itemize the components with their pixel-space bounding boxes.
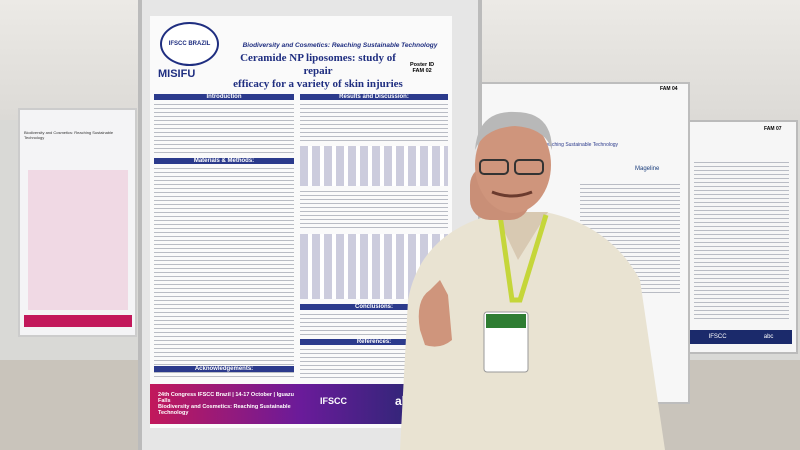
far-right-footer: IFSCC abc bbox=[690, 330, 792, 344]
title-line: efficacy for a variety of skin injuries bbox=[233, 78, 403, 90]
sponsor-logo: MISIFU bbox=[158, 68, 196, 80]
poster-id-box: Poster ID FAM 02 bbox=[410, 62, 434, 74]
badge-stripe bbox=[486, 314, 526, 328]
text-block bbox=[154, 104, 294, 154]
mouth bbox=[491, 190, 533, 198]
thumbs-up bbox=[418, 280, 452, 347]
shirt bbox=[400, 212, 665, 450]
right-logo: Mageline bbox=[635, 166, 660, 172]
section-title: Results and Discussion: bbox=[300, 94, 448, 100]
left-poster: Biodiversity and Cosmetics: Reaching Sus… bbox=[18, 108, 137, 337]
footer-logo: IFSCC bbox=[320, 396, 347, 406]
left-header: Biodiversity and Cosmetics: Reaching Sus… bbox=[24, 130, 114, 140]
footer-event: 24th Congress IFSCC Brazil | 14-17 Octob… bbox=[158, 392, 295, 404]
event-logo: IFSCC BRAZIL bbox=[160, 22, 219, 66]
title: Ceramide NP liposomes: study of repair e… bbox=[228, 52, 408, 91]
section-title: Acknowledgements: bbox=[154, 366, 294, 372]
section-title: References: bbox=[300, 339, 448, 345]
right-header: Biodiversity and Cosmetics: Reaching Sus… bbox=[480, 142, 619, 148]
poster-id: FAM 04 bbox=[660, 86, 678, 92]
main-poster: IFSCC BRAZIL MISIFU Biodiversity and Cos… bbox=[150, 16, 452, 428]
left-content bbox=[28, 170, 128, 310]
text-block bbox=[300, 104, 448, 144]
footer-theme: Biodiversity and Cosmetics: Reaching Sus… bbox=[158, 404, 291, 416]
poster-id: FAM 02 bbox=[412, 68, 432, 74]
logo: IFSCC bbox=[708, 334, 727, 340]
glasses bbox=[514, 159, 544, 175]
poster-id-label: Poster ID bbox=[410, 62, 435, 68]
left-footer bbox=[24, 315, 132, 327]
far-right-poster: FAM 07 IFSCC abc bbox=[684, 120, 798, 354]
poster-id: FAM 07 bbox=[764, 126, 782, 132]
text-block bbox=[694, 162, 789, 322]
glasses bbox=[479, 159, 509, 175]
section-title: Introduction bbox=[154, 94, 294, 100]
text-block bbox=[300, 191, 448, 231]
lanyard bbox=[497, 214, 549, 303]
header: Biodiversity and Cosmetics: Reaching Sus… bbox=[242, 42, 438, 49]
face bbox=[475, 117, 551, 213]
hair bbox=[475, 111, 552, 150]
section-title: Conclusions: bbox=[300, 304, 448, 310]
logo: abc bbox=[763, 334, 774, 340]
chart-image bbox=[300, 146, 448, 186]
text-block bbox=[154, 168, 294, 378]
title-line: Ceramide NP liposomes: study of repair bbox=[240, 52, 396, 77]
section-title: Materials & Methods: bbox=[154, 158, 294, 164]
collar bbox=[495, 212, 548, 260]
